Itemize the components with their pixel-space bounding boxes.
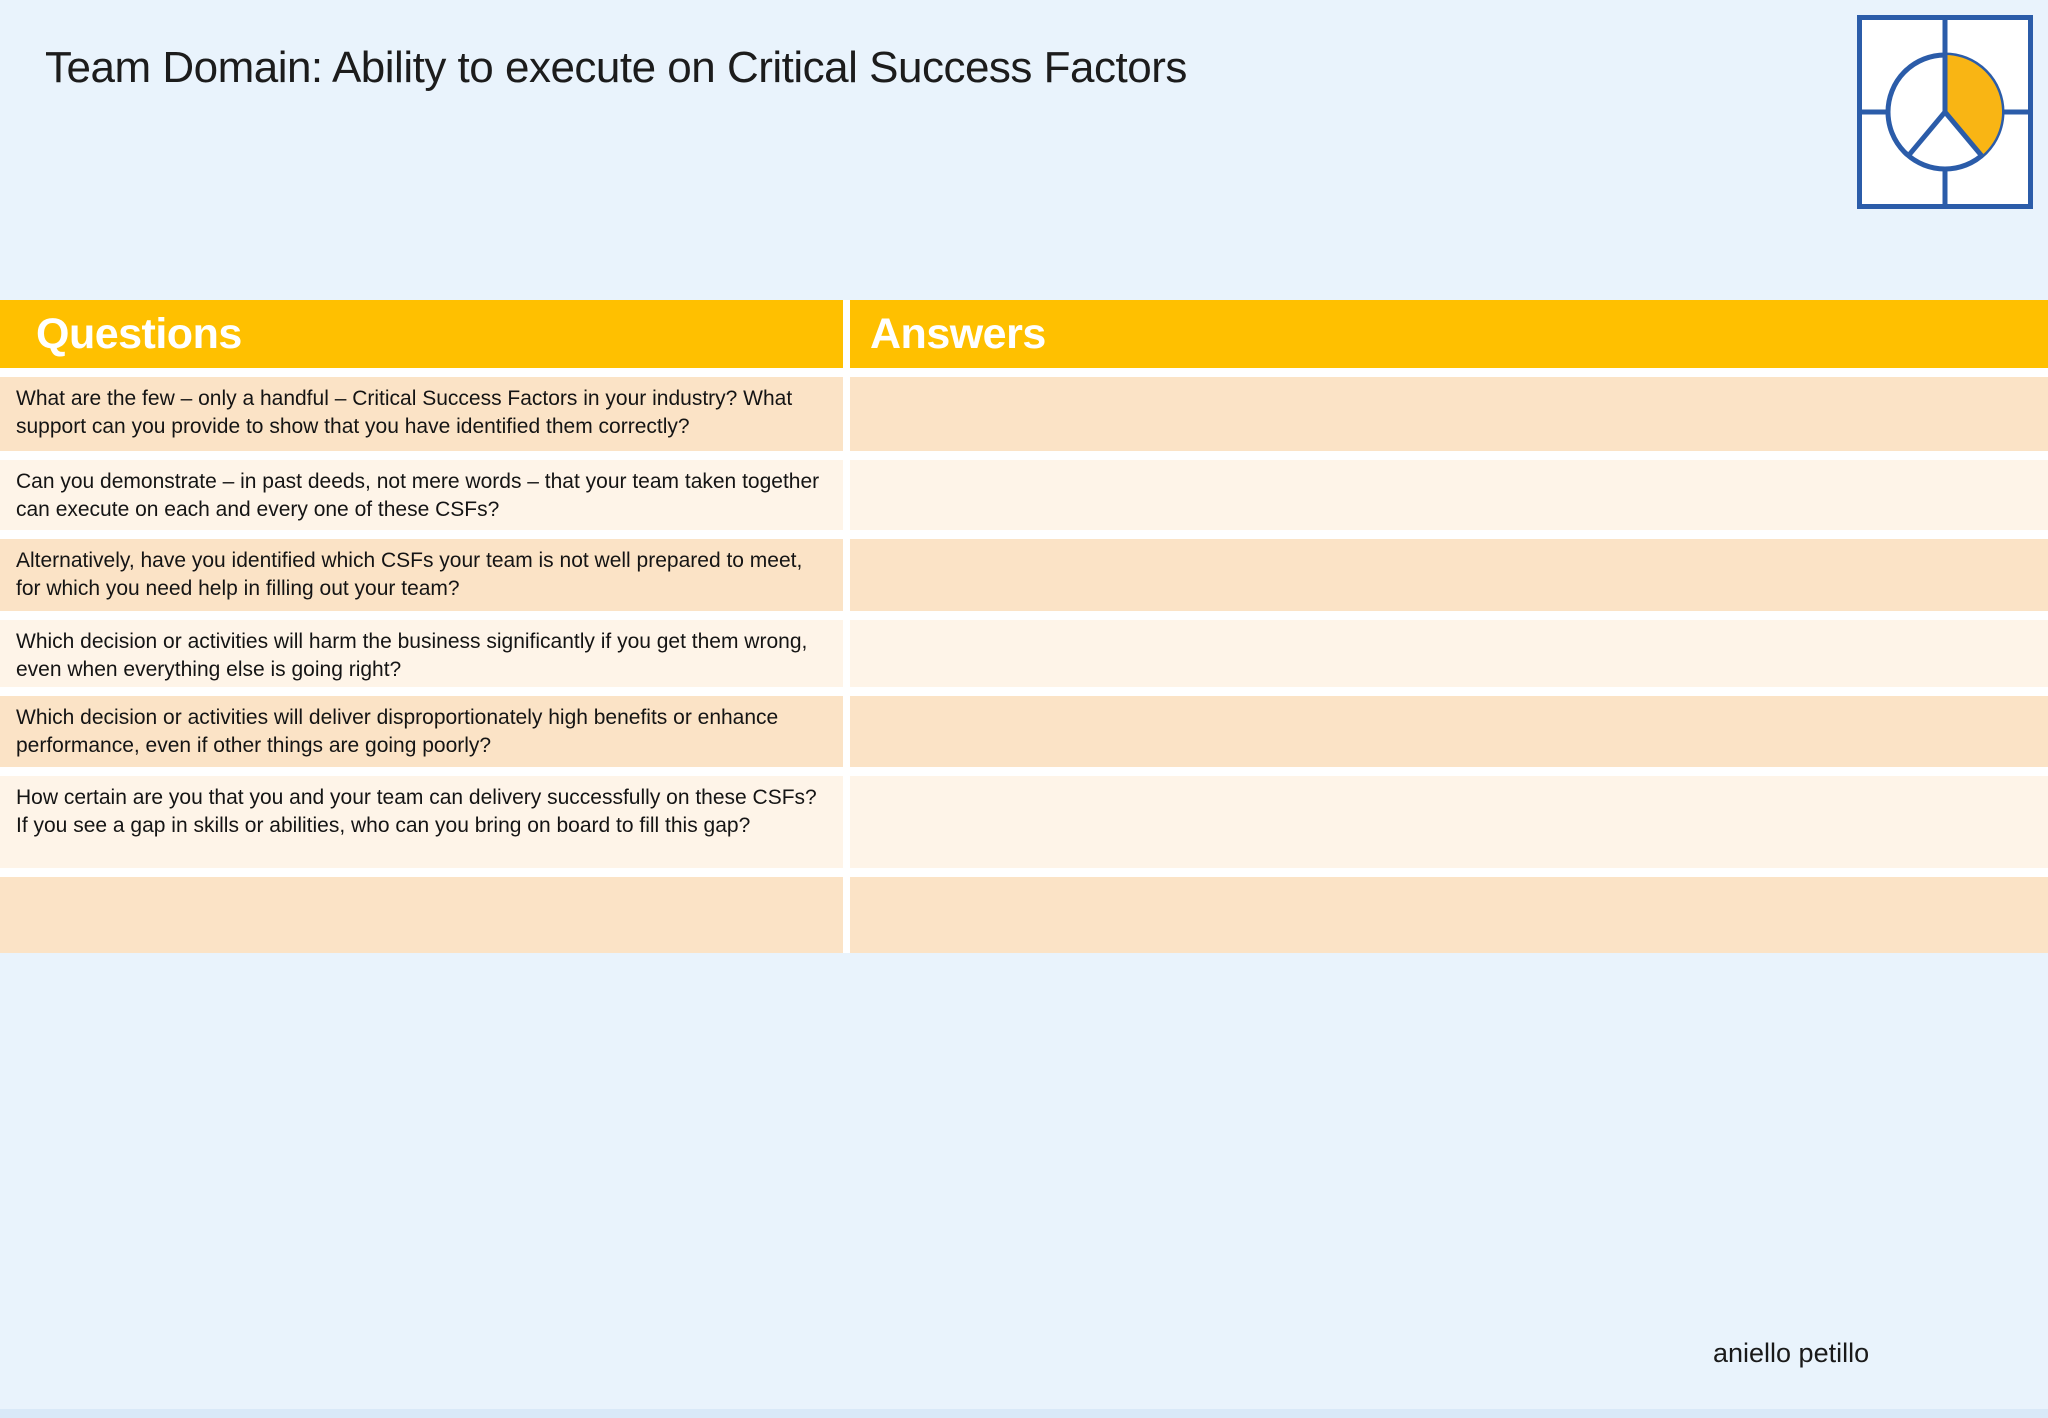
answer-cell[interactable] bbox=[850, 877, 2048, 953]
bottom-edge-strip bbox=[0, 1409, 2048, 1418]
answers-column-header: Answers bbox=[850, 300, 2048, 368]
question-cell: Which decision or activities will harm t… bbox=[0, 620, 843, 687]
answer-cell[interactable] bbox=[850, 696, 2048, 767]
question-cell bbox=[0, 877, 843, 953]
answer-cell[interactable] bbox=[850, 776, 2048, 868]
questions-column-header: Questions bbox=[0, 300, 843, 368]
answer-cell[interactable] bbox=[850, 460, 2048, 530]
questions-answers-table: Questions Answers What are the few – onl… bbox=[0, 300, 2048, 953]
question-cell: Which decision or activities will delive… bbox=[0, 696, 843, 767]
segmented-circle-grid-logo-icon bbox=[1857, 15, 2033, 209]
answer-cell[interactable] bbox=[850, 539, 2048, 611]
answer-cell[interactable] bbox=[850, 377, 2048, 451]
question-cell: What are the few – only a handful – Crit… bbox=[0, 377, 843, 451]
page-title: Team Domain: Ability to execute on Criti… bbox=[45, 43, 1187, 92]
author-name: aniello petillo bbox=[1713, 1338, 1870, 1368]
question-cell: Can you demonstrate – in past deeds, not… bbox=[0, 460, 843, 530]
question-cell: Alternatively, have you identified which… bbox=[0, 539, 843, 611]
answer-cell[interactable] bbox=[850, 620, 2048, 687]
question-cell: How certain are you that you and your te… bbox=[0, 776, 843, 868]
